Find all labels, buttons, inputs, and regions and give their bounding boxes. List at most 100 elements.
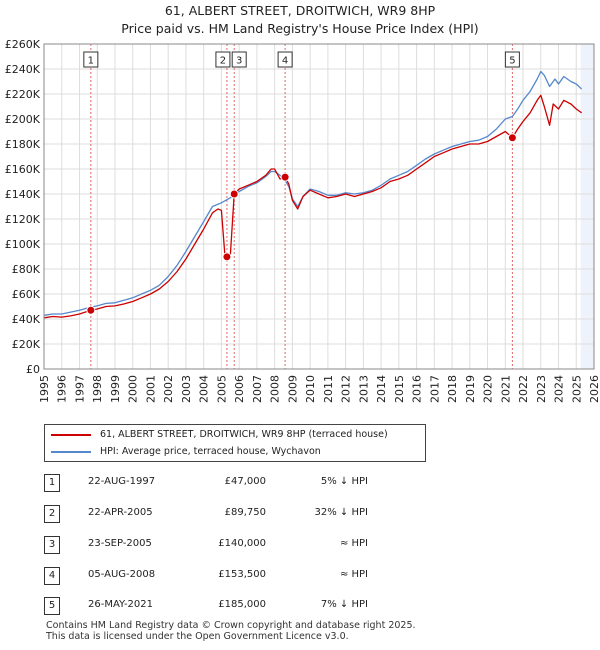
title-line-2: Price paid vs. HM Land Registry's House … <box>121 21 479 36</box>
y-tick-label: £200K <box>5 113 41 126</box>
table-row: 3 23-SEP-2005 £140,000 ≈ HPI <box>44 536 564 556</box>
sale-label-box <box>277 51 293 68</box>
y-tick-label: £220K <box>5 88 41 101</box>
table-row: 5 26-MAY-2021 £185,000 7% ↓ HPI <box>44 597 564 617</box>
y-tick-label: £140K <box>5 188 41 201</box>
x-tick-label: 1996 <box>56 375 69 403</box>
transaction-price: £185,000 <box>218 599 266 610</box>
footer: Contains HM Land Registry data © Crown c… <box>46 620 416 642</box>
x-tick-label: 2014 <box>375 375 388 403</box>
x-tick-label: 2007 <box>251 375 264 403</box>
y-tick-label: £260K <box>5 38 41 51</box>
x-tick-label: 2024 <box>553 375 566 403</box>
x-tick-label: 2011 <box>322 375 335 403</box>
y-tick-label: £40K <box>12 313 41 326</box>
x-tick-label: 1997 <box>73 375 86 403</box>
legend: 61, ALBERT STREET, DROITWICH, WR9 8HP (t… <box>44 424 426 462</box>
sale-point <box>86 305 96 315</box>
transaction-number: 4 <box>44 567 60 585</box>
legend-item-hpi: HPI: Average price, terraced house, Wych… <box>51 444 321 460</box>
footer-line-2: This data is licensed under the Open Gov… <box>46 630 349 642</box>
sale-label-box <box>215 51 231 68</box>
x-tick-label: 2018 <box>446 375 459 403</box>
sale-label: 3 <box>236 56 242 67</box>
x-tick-label: 2003 <box>180 375 193 403</box>
legend-item-property: 61, ALBERT STREET, DROITWICH, WR9 8HP (t… <box>51 427 388 443</box>
sale-point <box>222 252 232 262</box>
property-price-line <box>43 94 582 319</box>
transaction-price: £89,750 <box>224 507 266 518</box>
sale-label: 5 <box>509 56 515 67</box>
x-tick-label: 1999 <box>109 375 122 403</box>
y-tick-label: £100K <box>5 238 41 251</box>
sale-label-box <box>504 51 520 68</box>
x-tick-label: 2006 <box>233 375 246 403</box>
x-tick-label: 2008 <box>269 375 282 403</box>
x-tick-label: 2004 <box>198 375 211 403</box>
hpi-line <box>43 70 583 316</box>
table-row: 1 22-AUG-1997 £47,000 5% ↓ HPI <box>44 474 564 494</box>
y-tick-label: £60K <box>12 288 41 301</box>
x-tick-label: 2020 <box>482 375 495 403</box>
forecast-shade <box>580 44 594 369</box>
x-tick-label: 2005 <box>215 375 228 403</box>
y-tick-label: £180K <box>5 138 41 151</box>
transaction-hpi: 5% ↓ HPI <box>320 476 368 487</box>
table-row: 4 05-AUG-2008 £153,500 ≈ HPI <box>44 567 564 587</box>
sale-point <box>229 189 239 199</box>
x-tick-label: 1995 <box>38 375 51 403</box>
sale-label: 4 <box>282 56 288 67</box>
y-tick-label: £0 <box>26 363 40 376</box>
transaction-number: 5 <box>44 597 60 615</box>
y-tick-label: £80K <box>12 263 41 276</box>
sale-point <box>507 133 517 143</box>
sale-label-box <box>231 51 247 68</box>
x-tick-label: 2021 <box>499 375 512 403</box>
footer-line-1: Contains HM Land Registry data © Crown c… <box>46 620 416 631</box>
transaction-number: 3 <box>44 536 60 554</box>
sale-label-box <box>83 51 99 68</box>
transaction-hpi: 32% ↓ HPI <box>314 507 368 518</box>
x-tick-label: 2012 <box>340 375 353 403</box>
x-tick-label: 2023 <box>535 375 548 403</box>
x-tick-label: 2009 <box>286 375 299 403</box>
y-tick-label: £20K <box>12 338 41 351</box>
legend-swatch-property <box>51 433 91 436</box>
x-tick-label: 2019 <box>464 375 477 403</box>
transaction-hpi: ≈ HPI <box>339 569 368 580</box>
transaction-price: £140,000 <box>218 538 266 549</box>
transaction-hpi: 7% ↓ HPI <box>320 599 368 610</box>
plot-frame <box>43 43 595 370</box>
transaction-price: £47,000 <box>224 476 266 487</box>
chart-title: 61, ALBERT STREET, DROITWICH, WR9 8HP Pr… <box>0 2 600 38</box>
x-tick-label: 2016 <box>411 375 424 403</box>
sale-point <box>280 172 290 182</box>
transaction-number: 1 <box>44 474 60 492</box>
y-tick-label: £240K <box>5 63 41 76</box>
legend-swatch-hpi <box>51 450 91 453</box>
table-row: 2 22-APR-2005 £89,750 32% ↓ HPI <box>44 505 564 525</box>
x-tick-label: 2026 <box>588 375 600 403</box>
y-tick-label: £160K <box>5 163 41 176</box>
x-tick-label: 2017 <box>428 375 441 403</box>
transaction-date: 05-AUG-2008 <box>88 569 156 580</box>
transaction-price: £153,500 <box>218 569 266 580</box>
x-tick-label: 1998 <box>91 375 104 403</box>
transaction-hpi: ≈ HPI <box>339 538 368 549</box>
x-tick-label: 2000 <box>127 375 140 403</box>
transaction-date: 22-APR-2005 <box>88 507 153 518</box>
transaction-date: 22-AUG-1997 <box>88 476 156 487</box>
transaction-date: 23-SEP-2005 <box>88 538 152 549</box>
sale-label: 1 <box>88 56 94 67</box>
x-tick-label: 2015 <box>393 375 406 403</box>
legend-label-hpi: HPI: Average price, terraced house, Wych… <box>100 446 321 457</box>
legend-label-property: 61, ALBERT STREET, DROITWICH, WR9 8HP (t… <box>100 429 388 440</box>
x-tick-label: 2013 <box>357 375 370 403</box>
transaction-number: 2 <box>44 505 60 523</box>
transaction-date: 26-MAY-2021 <box>88 599 154 610</box>
x-tick-label: 2010 <box>304 375 317 403</box>
y-tick-label: £120K <box>5 213 41 226</box>
x-tick-label: 2001 <box>144 375 157 403</box>
title-line-1: 61, ALBERT STREET, DROITWICH, WR9 8HP <box>164 3 436 18</box>
